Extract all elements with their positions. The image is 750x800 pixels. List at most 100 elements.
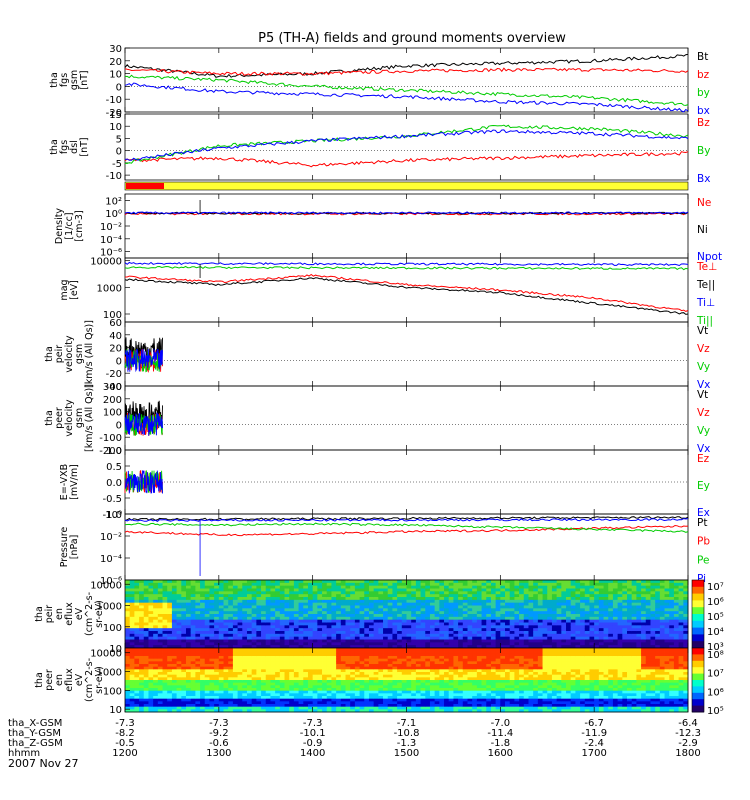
- spectrogram-cell: [139, 628, 145, 632]
- spectrogram-cell: [444, 653, 450, 657]
- spectrogram-cell: [125, 639, 131, 643]
- spectrogram-cell: [195, 685, 201, 689]
- spectrogram-cell: [279, 669, 285, 673]
- spectrogram-cell: [373, 696, 379, 700]
- spectrogram-cell: [359, 690, 365, 694]
- spectrogram-cell: [392, 669, 398, 673]
- spectrogram-cell: [331, 645, 337, 649]
- spectrogram-cell: [551, 580, 558, 584]
- spectrogram-cell: [275, 656, 281, 660]
- spectrogram-cell: [509, 616, 515, 621]
- spectrogram-cell: [293, 616, 299, 621]
- spectrogram-cell: [303, 585, 309, 589]
- spectrogram-cell: [293, 591, 299, 595]
- spectrogram-cell: [157, 622, 163, 626]
- spectrogram-cell: [683, 645, 689, 649]
- spectrogram-cell: [307, 611, 314, 615]
- spectrogram-cell: [129, 682, 135, 686]
- spectrogram-cell: [411, 588, 417, 592]
- spectrogram-cell: [284, 625, 290, 629]
- spectrogram-cell: [171, 661, 178, 665]
- spectrogram-cell: [448, 605, 454, 609]
- spectrogram-cell: [143, 685, 149, 689]
- spectrogram-cell: [293, 588, 299, 592]
- spectrogram-cell: [617, 645, 623, 649]
- spectrogram-cell: [298, 696, 304, 700]
- spectrogram-cell: [359, 628, 365, 632]
- spectrogram-cell: [307, 693, 314, 697]
- spectrogram-cell: [580, 582, 586, 587]
- spectrogram-cell: [467, 658, 473, 662]
- spectrogram-cell: [354, 688, 360, 692]
- spectrogram-cell: [505, 608, 511, 612]
- spectrogram-cell: [214, 661, 220, 665]
- spectrogram-cell: [157, 633, 163, 638]
- spectrogram-cell: [256, 639, 262, 643]
- spectrogram-cell: [265, 605, 271, 609]
- spectrogram-cell: [270, 672, 276, 676]
- spectrogram-cell: [345, 585, 351, 589]
- spectrogram-cell: [312, 597, 318, 601]
- spectrogram-cell: [383, 674, 389, 678]
- spectrogram-cell: [153, 650, 159, 654]
- spectrogram-cell: [322, 645, 328, 649]
- spectrogram-cell: [303, 633, 309, 638]
- spectrogram-cell: [364, 645, 370, 649]
- legend-pi: Pi: [697, 573, 706, 585]
- spectrogram-cell: [401, 698, 407, 702]
- spectrogram-cell: [354, 580, 360, 584]
- y-tick-label: 10⁻⁴: [100, 554, 122, 565]
- spectrogram-cell: [322, 622, 328, 626]
- spectrogram-cell: [397, 661, 403, 665]
- y-tick-label: 1.0: [106, 446, 122, 457]
- spectrogram-cell: [214, 622, 220, 626]
- spectrogram-cell: [200, 669, 206, 673]
- spectrogram-cell: [185, 639, 192, 643]
- spectrogram-cell: [444, 633, 450, 638]
- spectrogram-cell: [378, 616, 384, 621]
- spectrogram-cell: [171, 693, 178, 697]
- spectrogram-cell: [636, 622, 642, 626]
- spectrogram-cell: [195, 696, 201, 700]
- spectrogram-cell: [261, 658, 267, 662]
- spectrogram-cell: [354, 698, 360, 702]
- spectrogram-cell: [218, 645, 224, 649]
- spectrogram-cell: [397, 614, 403, 618]
- spectrogram-cell: [411, 704, 417, 708]
- spectrogram-cell: [298, 611, 304, 615]
- spectrogram-cell: [622, 588, 628, 592]
- spectrogram-cell: [519, 628, 525, 632]
- spectrogram-cell: [232, 625, 238, 629]
- spectrogram-cell: [486, 636, 492, 640]
- spectrogram-cell: [157, 672, 163, 676]
- spectrogram-cell: [622, 608, 628, 612]
- spectrogram-cell: [218, 674, 224, 678]
- spectrogram-cell: [298, 704, 304, 708]
- spectrogram-cell: [678, 616, 684, 621]
- spectrogram-cell: [331, 628, 337, 632]
- spectrogram-cell: [256, 619, 262, 623]
- spectrogram-cell: [523, 639, 529, 643]
- spectrogram-cell: [148, 669, 154, 673]
- spectrogram-cell: [148, 633, 154, 638]
- spectrogram-cell: [453, 625, 459, 629]
- spectrogram-cell: [547, 639, 553, 643]
- spectrogram-cell: [307, 685, 314, 689]
- spectrogram-cell: [364, 622, 370, 626]
- spectrogram-cell: [448, 619, 454, 623]
- spectrogram-cell: [589, 631, 595, 635]
- spectrogram-cell: [622, 599, 628, 604]
- spectrogram-cell: [425, 588, 431, 592]
- spectrogram-cell: [533, 605, 539, 609]
- spectrogram-cell: [378, 690, 384, 694]
- spectrogram-cell: [444, 588, 450, 592]
- spectrogram-cell: [350, 658, 356, 662]
- spectrogram-cell: [429, 690, 436, 694]
- spectrogram-cell: [153, 656, 159, 660]
- spectrogram-cell: [664, 639, 670, 643]
- spectrogram-cell: [425, 656, 431, 660]
- spectrogram-cell: [134, 585, 140, 589]
- spectrogram-cell: [214, 602, 220, 606]
- spectrogram-cell: [373, 585, 379, 589]
- spectrogram-cell: [256, 696, 262, 700]
